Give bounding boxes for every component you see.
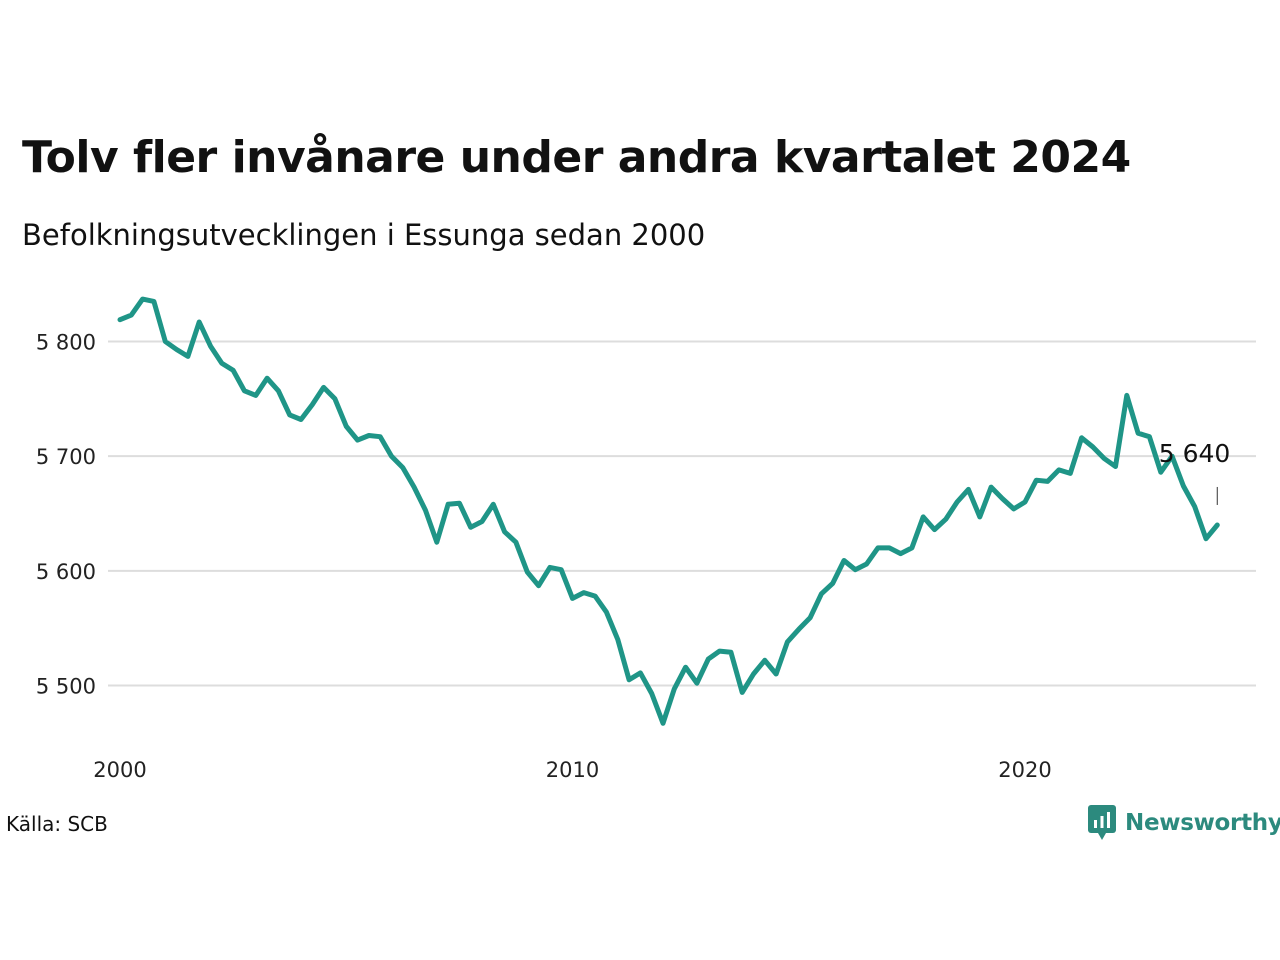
x-axis-ticks: 2000 2010 2020 — [93, 758, 1051, 782]
chart-title: Tolv fler invånare under andra kvartalet… — [22, 132, 1131, 183]
y-tick-label: 5 700 — [36, 445, 96, 469]
source-label: Källa: SCB — [6, 812, 108, 836]
newsworthy-logo-icon — [1088, 805, 1116, 840]
brand-name: Newsworthy — [1125, 810, 1280, 836]
x-tick-label: 2000 — [93, 758, 146, 782]
brand-logo: Newsworthy — [1088, 803, 1280, 843]
population-line — [117, 296, 1220, 726]
y-tick-label: 5 800 — [36, 331, 96, 355]
grid-lines — [108, 340, 1256, 687]
annotation-label: 5 640 — [1159, 439, 1231, 468]
x-tick-label: 2010 — [546, 758, 599, 782]
x-tick-label: 2020 — [998, 758, 1051, 782]
y-tick-label: 5 500 — [36, 675, 96, 699]
chart-subtitle: Befolkningsutvecklingen i Essunga sedan … — [22, 218, 706, 252]
y-axis-ticks: 5 500 5 600 5 700 5 800 — [36, 331, 96, 699]
y-tick-label: 5 600 — [36, 560, 96, 584]
